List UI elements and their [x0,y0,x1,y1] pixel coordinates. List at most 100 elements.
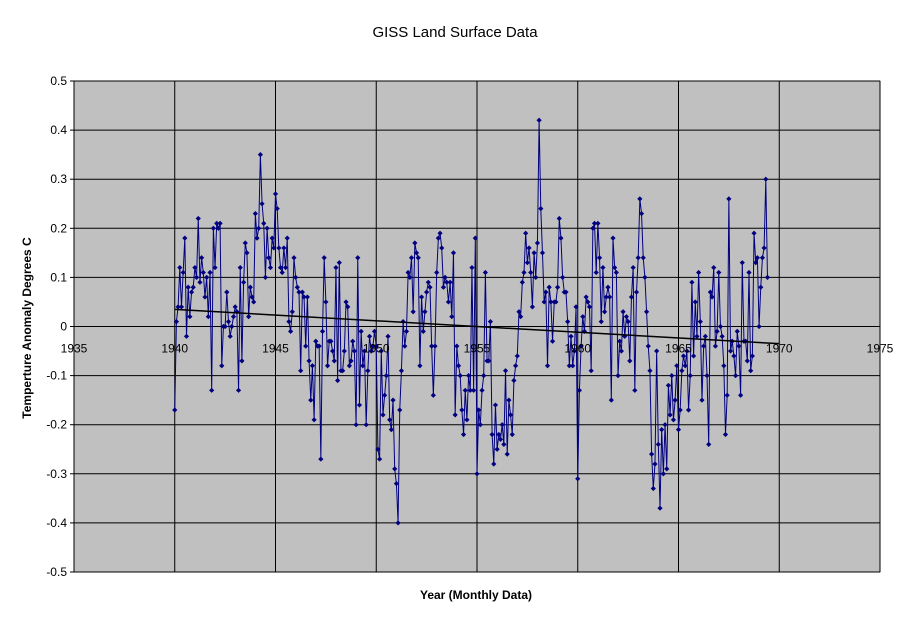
data-point [738,392,744,398]
data-point [696,269,702,276]
data-point [618,348,624,354]
data-point [472,235,478,241]
data-point [640,255,646,261]
data-point [731,353,737,359]
data-point [507,412,514,418]
data-point [256,225,262,231]
data-point [178,304,185,310]
data-point [336,260,342,266]
data-point [687,373,693,379]
data-point [613,269,619,276]
series-temperature-anomaly [172,117,771,526]
data-point [486,358,492,364]
data-point [590,225,596,231]
data-point [182,235,188,241]
data-point [298,368,304,374]
data-point [272,191,279,197]
data-point [328,338,334,344]
data-point [459,407,465,413]
data-point [739,260,745,266]
y-tick-label: -0.4 [46,516,67,530]
data-point [286,318,292,325]
data-point [207,269,213,276]
data-point [764,274,771,280]
data-point [424,289,430,295]
data-point [753,260,759,266]
data-point [427,284,433,290]
data-point [474,471,480,477]
data-point [405,269,411,276]
data-point [408,255,415,261]
data-point [544,363,551,369]
data-point [712,343,719,349]
data-point [539,250,546,256]
data-point [351,348,358,354]
data-point [204,274,210,280]
x-tick-label: 1960 [564,342,591,356]
data-point [234,309,240,315]
data-point [244,250,250,256]
data-point [570,363,576,369]
data-point [697,318,703,325]
data-point [692,299,698,305]
data-point [704,373,710,379]
x-tick-label: 1940 [161,342,188,356]
data-point [293,274,299,280]
y-tick-label: 0.1 [50,270,67,284]
data-point [675,427,682,433]
data-point [655,441,661,447]
data-point [402,343,408,349]
data-point [193,274,200,280]
data-point [528,269,534,276]
data-point [288,328,294,335]
data-point [190,284,196,290]
data-point [665,382,672,389]
data-point [331,358,337,364]
data-point [506,397,512,403]
data-point [591,220,598,226]
data-point [415,255,421,261]
data-point [284,235,290,241]
data-point [558,235,564,241]
data-point [571,348,577,354]
data-point [600,264,606,271]
y-tick-label: 0.2 [50,221,67,235]
data-point [467,387,473,393]
data-point [523,230,529,236]
x-axis-label: Year (Monthly Data) [420,588,532,602]
data-point [279,269,285,276]
data-point [235,387,242,393]
data-point [685,407,692,413]
data-point [669,373,675,379]
data-point [299,289,305,295]
data-point [719,333,725,339]
data-point [301,294,307,300]
data-point [638,210,645,217]
data-point [308,397,314,403]
data-point [726,196,732,202]
data-point [716,269,722,276]
data-point [625,318,631,325]
data-point [605,284,611,290]
data-point [560,274,566,280]
data-point [434,269,440,276]
data-point [595,220,601,226]
data-point [617,338,623,344]
data-point [623,314,630,320]
data-point [177,264,183,271]
data-point [479,387,485,393]
data-point [230,314,237,320]
data-point [454,343,460,349]
data-point [281,245,287,251]
data-point [511,377,517,384]
x-tick-label: 1945 [262,342,289,356]
data-point [615,373,621,379]
data-point [702,333,708,339]
data-point [717,323,724,330]
data-point [392,466,398,472]
data-point [269,235,275,241]
data-point [541,299,547,305]
data-point [504,451,510,457]
data-point [403,328,410,335]
data-point [321,255,327,261]
